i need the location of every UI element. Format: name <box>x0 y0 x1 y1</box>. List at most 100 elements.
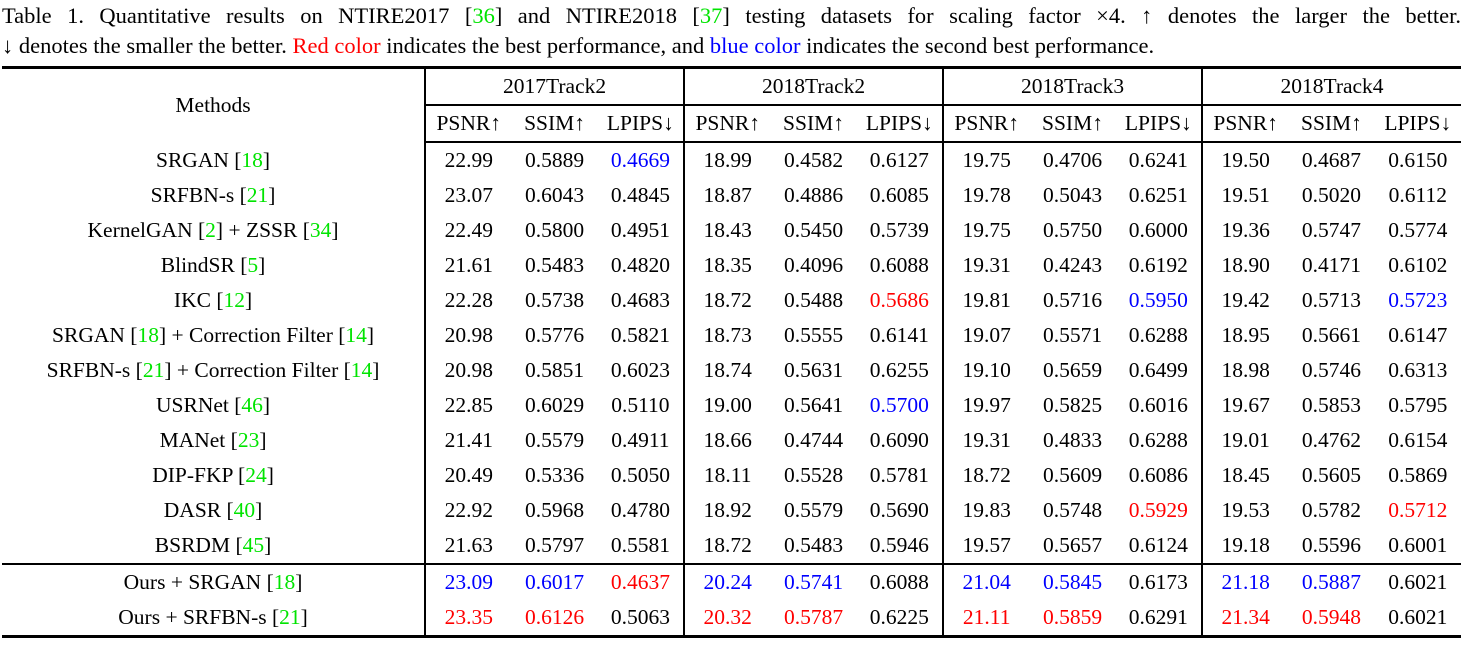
metric-value: 18.72 <box>942 458 1030 493</box>
metric-value: 0.5716 <box>1042 288 1103 312</box>
text-run: ] <box>258 253 266 277</box>
metric-value: 21.61 <box>424 248 512 283</box>
text-run: Table 1. Quantitative results on NTIRE20… <box>2 3 473 28</box>
metric-value: 0.4243 <box>1042 253 1103 277</box>
text-run: KernelGAN [ <box>87 218 206 242</box>
metric-value: 21.11 <box>942 600 1030 637</box>
ssim-header: SSIM↑ <box>770 105 857 143</box>
table-row: DIP-FKP [24] 20.49 0.5336 0.5050 18.11 0.5528… <box>2 458 1461 493</box>
metric-value: 18.43 <box>683 213 771 248</box>
text-run: ] + Correction Filter [ <box>164 358 351 382</box>
citation-ref: 24 <box>245 463 267 487</box>
metric-value: 0.4886 <box>783 183 844 207</box>
metric-value: 0.4833 <box>1042 428 1103 452</box>
metric-value: 0.5605 <box>1301 463 1362 487</box>
metric-value: 0.5050 <box>610 463 670 487</box>
text-run: SRGAN [ <box>52 323 138 347</box>
text-run: ] <box>262 393 271 417</box>
metric-value: 0.6192 <box>1128 253 1188 277</box>
text-run: ↓ denotes the smaller the better. <box>2 33 293 58</box>
metric-value: 22.28 <box>424 283 512 318</box>
metric-value: 0.6000 <box>1128 218 1188 242</box>
group-header-2018track2: 2018Track2 <box>683 67 944 106</box>
table-row: Ours + SRGAN [18] 23.09 0.6017 0.4637 20.24 0… <box>2 563 1461 600</box>
metric-value: 20.32 <box>683 600 771 637</box>
citation-ref: 46 <box>241 393 263 417</box>
text-run: Ours + SRFBN-s [ <box>118 605 280 629</box>
metric-value: 0.5596 <box>1301 533 1362 557</box>
method-name: DASR [40] <box>2 493 425 528</box>
citation-ref: 40 <box>233 498 256 522</box>
metric-value: 0.5336 <box>525 463 585 487</box>
table-row: SRGAN [18] + Correction Filter [14] 20.98… <box>2 318 1461 353</box>
metric-value: 18.99 <box>683 142 771 178</box>
metric-value: 0.4780 <box>610 498 670 522</box>
metric-value: 20.98 <box>424 353 512 388</box>
metric-value: 18.98 <box>1200 353 1289 388</box>
metric-value: 0.4637 <box>597 563 685 600</box>
metric-value: 0.5690 <box>869 498 929 522</box>
metric-value: 21.04 <box>942 563 1030 600</box>
table-row: BlindSR [5] 21.61 0.5483 0.4820 18.35 0.4096 0… <box>2 248 1461 283</box>
metric-value: 0.5750 <box>1042 218 1103 242</box>
text-run: ] <box>331 218 339 242</box>
text-run: SRFBN-s [ <box>150 183 247 207</box>
method-name: SRFBN-s [21] + Correction Filter [14] <box>2 353 425 388</box>
metric-value: 0.6313 <box>1388 358 1448 382</box>
metric-value: 0.6088 <box>869 253 929 277</box>
metric-value: 0.5741 <box>770 563 857 600</box>
metric-value: 0.5110 <box>611 393 670 417</box>
metric-value: 0.6124 <box>1128 533 1188 557</box>
table-row: Ours + SRFBN-s [21] 23.35 0.6126 0.5063 20.3… <box>2 600 1461 637</box>
metric-value: 0.5738 <box>525 288 585 312</box>
metric-value: 20.24 <box>683 563 771 600</box>
ssim-header: SSIM↑ <box>1029 105 1116 143</box>
method-name: MANet [23] <box>2 423 425 458</box>
metric-value: 0.5488 <box>783 288 844 312</box>
lpips-header: LPIPS↓ <box>1374 105 1461 143</box>
metric-value: 0.5950 <box>1128 288 1188 312</box>
metric-value: 0.6021 <box>1388 605 1448 629</box>
metric-value: 0.6112 <box>1388 183 1447 207</box>
citation-ref: 12 <box>223 288 245 312</box>
method-name: IKC [12] <box>2 283 425 318</box>
lpips-header: LPIPS↓ <box>1115 105 1202 143</box>
metric-value: 0.5887 <box>1288 563 1375 600</box>
metric-value: 0.5712 <box>1388 498 1448 522</box>
metric-value: 0.5859 <box>1042 605 1103 629</box>
text-run: indicates the best performance, and <box>380 33 710 58</box>
metric-value: 0.4687 <box>1301 148 1362 172</box>
text-run: ] <box>255 498 263 522</box>
metric-value: 18.90 <box>1200 248 1289 283</box>
caption-line-2: ↓ denotes the smaller the better. Red co… <box>2 31 1461 61</box>
colored-text-run: blue color <box>709 33 801 58</box>
metric-value: 0.6251 <box>1128 183 1188 207</box>
text-run: ] and NTIRE2018 [ <box>494 3 700 28</box>
metric-value: 0.5661 <box>1301 323 1362 347</box>
metric-value: 20.49 <box>424 458 512 493</box>
citation-ref: 14 <box>350 358 373 382</box>
metric-value: 0.5657 <box>1042 533 1103 557</box>
text-run: ] testing datasets for scaling factor ×4… <box>722 3 1461 28</box>
metric-value: 0.5746 <box>1301 358 1362 382</box>
method-name: SRGAN [18] <box>2 142 425 178</box>
metric-value: 19.83 <box>942 493 1030 528</box>
metric-value: 19.57 <box>942 528 1030 564</box>
metric-value: 0.5889 <box>525 148 585 172</box>
psnr-header: PSNR↑ <box>1200 105 1289 143</box>
method-name: DIP-FKP [24] <box>2 458 425 493</box>
metric-value: 18.72 <box>683 528 771 564</box>
lpips-header: LPIPS↓ <box>856 105 944 143</box>
metric-value: 0.6016 <box>1128 393 1188 417</box>
metric-value: 0.5825 <box>1042 393 1103 417</box>
metric-value: 0.5800 <box>525 218 585 242</box>
citation-ref: 18 <box>137 323 159 347</box>
metric-value: 0.5782 <box>1301 498 1362 522</box>
text-run: ] <box>372 358 380 382</box>
metric-value: 0.4096 <box>783 253 844 277</box>
metric-value: 18.35 <box>683 248 771 283</box>
metric-value: 19.75 <box>942 213 1030 248</box>
group-header-2018track3: 2018Track3 <box>942 67 1202 106</box>
metric-value: 21.34 <box>1200 600 1289 637</box>
